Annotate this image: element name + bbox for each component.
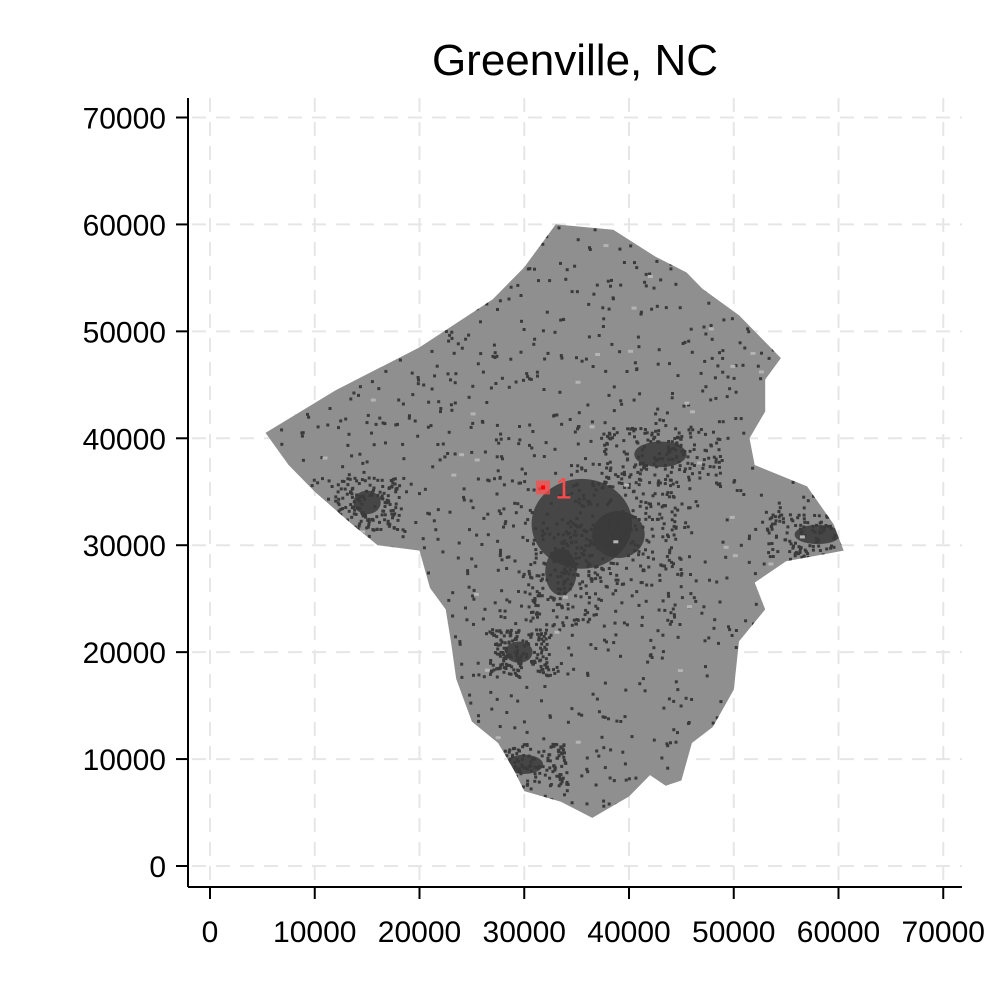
y-tick-label: 70000 bbox=[83, 102, 166, 135]
x-tick-label: 50000 bbox=[692, 916, 775, 949]
x-tick-label: 10000 bbox=[273, 916, 356, 949]
x-axis-ticks: 0 10000 20000 30000 40000 50000 60000 70000 bbox=[202, 887, 985, 949]
point-label: 1 bbox=[555, 472, 572, 505]
y-tick-label: 50000 bbox=[83, 316, 166, 349]
developed-cluster bbox=[794, 524, 841, 545]
y-tick-label: 60000 bbox=[83, 209, 166, 242]
axes bbox=[187, 98, 962, 888]
x-tick-label: 60000 bbox=[797, 916, 880, 949]
developed-cluster bbox=[592, 510, 645, 559]
y-tick-label: 20000 bbox=[83, 637, 166, 670]
y-tick-label: 10000 bbox=[83, 744, 166, 777]
y-axis-ticks: 0 10000 20000 30000 40000 50000 60000 70000 bbox=[83, 102, 188, 884]
y-tick-label: 40000 bbox=[83, 423, 166, 456]
marked-points: 1 bbox=[536, 472, 572, 505]
x-tick-label: 30000 bbox=[483, 916, 566, 949]
y-tick-label: 0 bbox=[149, 851, 166, 884]
developed-areas bbox=[353, 441, 841, 775]
y-tick-label: 30000 bbox=[83, 530, 166, 563]
x-tick-label: 40000 bbox=[587, 916, 670, 949]
x-tick-label: 20000 bbox=[378, 916, 461, 949]
chart-title: Greenville, NC bbox=[431, 36, 719, 85]
x-tick-label: 0 bbox=[202, 916, 219, 949]
point-center bbox=[541, 485, 546, 490]
x-tick-label: 70000 bbox=[902, 916, 985, 949]
